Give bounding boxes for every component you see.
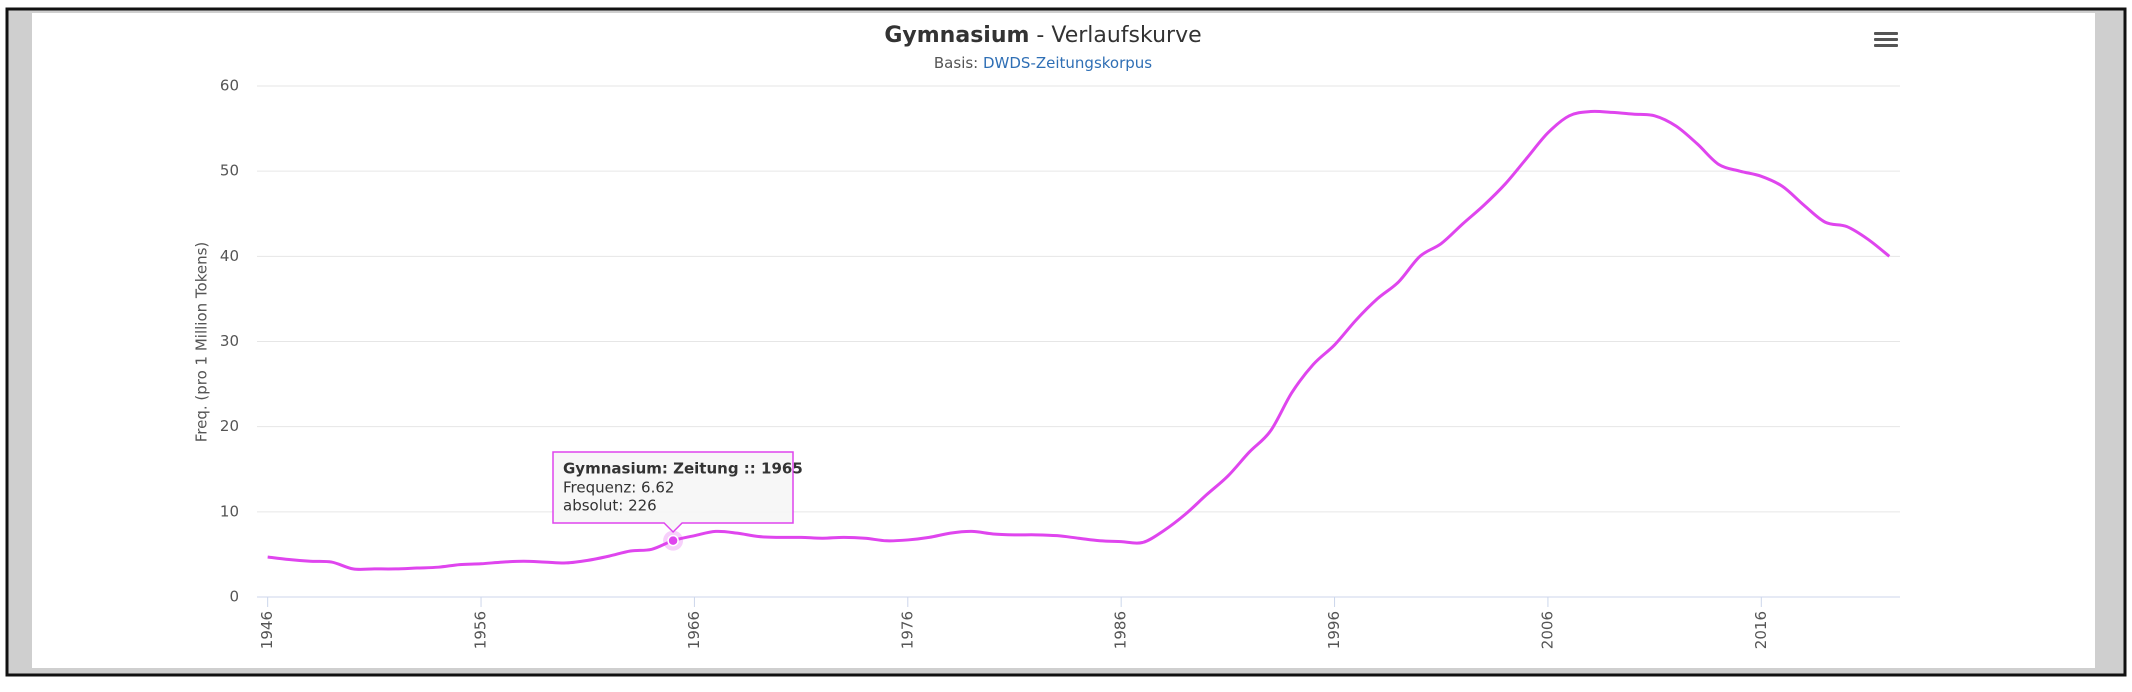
x-tick-label: 1976 — [898, 611, 916, 649]
x-tick-label: 1986 — [1112, 611, 1130, 649]
x-tick-label: 1996 — [1325, 611, 1343, 649]
tooltip-box — [552, 451, 794, 534]
y-tick-label: 20 — [220, 417, 239, 435]
title-term: Gymnasium — [884, 23, 1029, 48]
y-tick-label: 40 — [220, 247, 239, 265]
x-tick-label: 1956 — [472, 611, 490, 649]
hover-point — [667, 534, 679, 547]
tooltip-line: Frequenz: 6.62 — [563, 479, 674, 497]
subtitle-link[interactable]: DWDS-Zeitungskorpus — [983, 54, 1152, 72]
tooltip-line: absolut: 226 — [563, 497, 657, 515]
y-tick-label: 50 — [220, 162, 239, 180]
y-tick-label: 10 — [220, 502, 239, 520]
x-tick-label: 1946 — [258, 611, 276, 649]
series-line — [267, 109, 1891, 571]
y-axis-label: Freq. (pro 1 Million Tokens) — [193, 242, 211, 443]
menu-button[interactable] — [1874, 32, 1898, 47]
chart-title: Gymnasium - Verlaufskurve — [884, 23, 1201, 48]
tooltip-header: Gymnasium: Zeitung :: 1965 — [563, 460, 803, 478]
y-tick-label: 0 — [229, 588, 239, 606]
chart-panel — [32, 13, 2095, 668]
x-tick-label: 2016 — [1752, 611, 1770, 649]
y-tick-label: 30 — [220, 332, 239, 350]
x-tick-label: 1966 — [685, 611, 703, 649]
y-tick-label: 60 — [220, 77, 239, 95]
chart-subtitle: Basis: DWDS-Zeitungskorpus — [934, 54, 1152, 72]
x-tick-label: 2006 — [1538, 611, 1556, 649]
title-suffix: - Verlaufskurve — [1029, 23, 1201, 48]
subtitle-prefix: Basis: — [934, 54, 983, 72]
